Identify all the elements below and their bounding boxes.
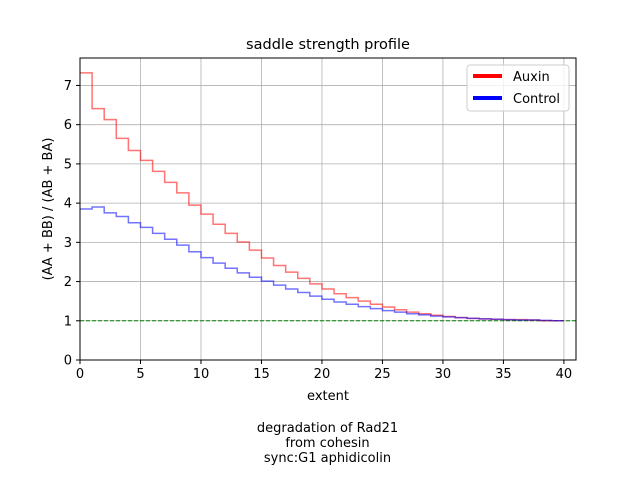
figure-caption: degradation of Rad21 from cohesin sync:G… <box>0 421 640 466</box>
x-tick-label: 0 <box>76 367 84 382</box>
grid <box>79 58 576 361</box>
y-tick-label: 3 <box>64 236 72 251</box>
legend: Auxin Control <box>466 64 570 112</box>
x-tick-label: 20 <box>314 367 331 382</box>
series-line-control <box>80 206 564 322</box>
y-tick-label: 6 <box>64 118 72 133</box>
y-tick-label: 0 <box>64 354 72 369</box>
x-tick-label: 40 <box>556 367 573 382</box>
y-axis-label: (AA + BB) / (AB + BA) <box>41 138 56 281</box>
series-group <box>80 72 564 322</box>
x-tick-label: 30 <box>435 367 452 382</box>
y-tick-label: 7 <box>64 79 72 94</box>
x-tick-label: 35 <box>495 367 512 382</box>
x-tick-label: 25 <box>374 367 391 382</box>
legend-label-auxin: Auxin <box>513 70 550 85</box>
y-tick-label: 4 <box>64 197 72 212</box>
chart-title: saddle strength profile <box>246 37 410 53</box>
y-tick-label: 1 <box>64 314 72 329</box>
legend-label-control: Control <box>513 92 560 107</box>
y-tick-label: 5 <box>64 157 72 172</box>
caption-line-1: degradation of Rad21 <box>256 421 399 436</box>
x-tick-label: 5 <box>136 367 144 382</box>
y-tick-label: 2 <box>64 275 72 290</box>
x-axis-ticks: 0 5 10 15 20 25 30 35 40 <box>76 360 572 382</box>
caption-line-3: sync:G1 aphidicolin <box>263 451 392 466</box>
caption-line-2: from cohesin <box>285 436 370 451</box>
plot-frame <box>79 57 577 361</box>
x-tick-label: 15 <box>253 367 270 382</box>
y-axis-ticks: 0 1 2 3 4 5 6 7 <box>64 79 80 369</box>
x-tick-label: 10 <box>193 367 210 382</box>
x-axis-label: extent <box>307 389 349 404</box>
